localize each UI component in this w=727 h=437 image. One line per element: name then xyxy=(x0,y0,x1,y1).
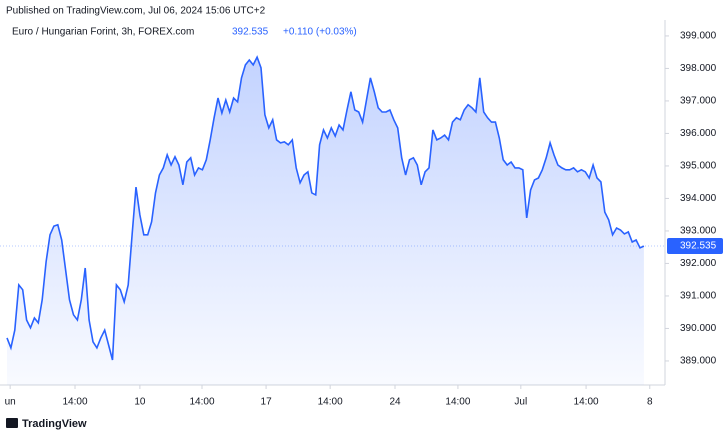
y-tick-label: 393.000 xyxy=(680,226,717,237)
price-label: 392.535 xyxy=(680,241,717,252)
x-tick-label: un xyxy=(5,397,16,408)
x-tick-label: 14:00 xyxy=(318,397,343,408)
x-tick-label: 14:00 xyxy=(63,397,88,408)
y-tick-label: 391.000 xyxy=(680,291,717,302)
y-tick-label: 399.000 xyxy=(680,31,717,42)
x-tick-label: 14:00 xyxy=(574,397,599,408)
logo xyxy=(6,418,18,428)
x-tick-label: 14:00 xyxy=(189,397,214,408)
price-label-box xyxy=(667,238,723,255)
x-tick-label: 14:00 xyxy=(445,397,470,408)
x-tick-label: 17 xyxy=(261,397,273,408)
x-tick-label: 10 xyxy=(134,397,146,408)
y-tick-label: 394.000 xyxy=(680,193,717,204)
y-tick-label: 390.000 xyxy=(680,323,717,334)
y-tick-label: 395.000 xyxy=(680,161,717,172)
footer: TradingView xyxy=(22,418,87,430)
y-tick-label: 398.000 xyxy=(680,63,717,74)
y-tick-label: 396.000 xyxy=(680,128,717,139)
y-tick-label: 389.000 xyxy=(680,356,717,367)
y-tick-label: 397.000 xyxy=(680,96,717,107)
y-tick-label: 392.000 xyxy=(680,258,717,269)
x-tick-label: Jul xyxy=(514,397,527,408)
area xyxy=(7,57,644,385)
line xyxy=(6,55,645,361)
header: Published on TradingView.com, Jul 06, 20… xyxy=(6,6,266,17)
legend-change: +0.110 (+0.03%) xyxy=(283,27,357,38)
legend-title: Euro / Hungarian Forint, 3h, FOREX.com xyxy=(12,27,194,38)
legend-price: 392.535 xyxy=(232,27,269,38)
x-tick-label: 24 xyxy=(389,397,401,408)
x-tick-label: 8 xyxy=(647,397,653,408)
